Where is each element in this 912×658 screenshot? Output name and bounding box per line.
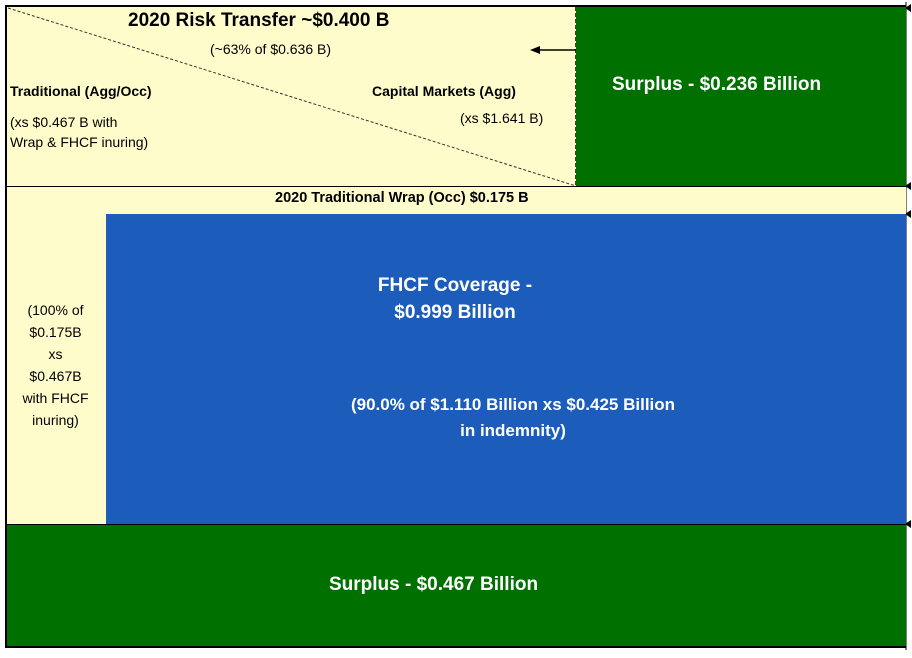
capital-markets-detail: (xs $1.641 B) [460, 110, 544, 126]
surplus-bottom-block [5, 524, 906, 648]
fhcf-detail-1: (90.0% of $1.110 Billion xs $0.425 Billi… [350, 395, 676, 414]
capital-markets-label: Capital Markets (Agg) [372, 83, 516, 99]
wrap-side-line-4: $0.467B [29, 368, 82, 384]
wrap-side-line-1: (100% of [27, 302, 84, 318]
wrap-side-block [5, 214, 106, 524]
wrap-side-line-6: inuring) [32, 412, 79, 428]
surplus-bottom-label: Surplus - $0.467 Billion [329, 574, 539, 595]
fhcf-detail-2: in indemnity) [460, 421, 566, 440]
fhcf-title-2: $0.999 Billion [394, 302, 516, 323]
fhcf-block [106, 214, 906, 524]
wrap-side-line-5: with FHCF [22, 390, 89, 406]
traditional-detail-2: Wrap & FHCF inuring) [10, 134, 149, 150]
wrap-side-line-2: $0.175B [29, 324, 82, 340]
fhcf-title-1: FHCF Coverage - [377, 275, 533, 296]
wrap-band [5, 186, 906, 214]
wrap-side-line-3: xs [48, 346, 63, 362]
surplus-top-block [576, 5, 906, 186]
traditional-detail-1: (xs $0.467 B with [10, 114, 118, 130]
traditional-label: Traditional (Agg/Occ) [10, 83, 152, 99]
risk-transfer-title: 2020 Risk Transfer ~$0.400 B [128, 10, 390, 31]
risk-transfer-subtitle: (~63% of $0.636 B) [210, 41, 332, 57]
surplus-top-label: Surplus - $0.236 Billion [612, 74, 822, 95]
wrap-label: 2020 Traditional Wrap (Occ) $0.175 B [275, 190, 529, 206]
